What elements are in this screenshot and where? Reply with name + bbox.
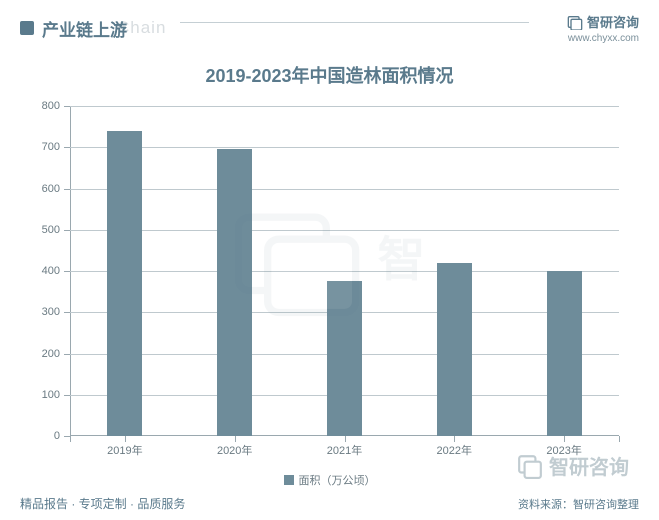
gridline (70, 230, 619, 231)
y-tick-label: 600 (42, 183, 60, 195)
y-tick-label: 700 (42, 141, 60, 153)
y-tick (64, 312, 70, 313)
x-tick (70, 436, 71, 442)
footer: 精品报告 · 专项定制 · 品质服务 资料来源：智研咨询整理 (20, 495, 639, 512)
logo-text: 智研咨询 (587, 12, 639, 31)
header-title: 产业链上游 (42, 16, 127, 41)
x-tick-label: 2019年 (107, 442, 142, 458)
gridline (70, 106, 619, 107)
bar (107, 131, 142, 436)
y-tick (64, 147, 70, 148)
chart-area: 01002003004005006007008002019年2020年2021年… (70, 106, 619, 436)
gridline (70, 189, 619, 190)
header-marker-icon (20, 21, 34, 35)
bar (217, 149, 252, 436)
footer-left: 精品报告 · 专项定制 · 品质服务 (20, 495, 185, 512)
header-left: 产业链上游 Chain (20, 16, 166, 41)
logo-icon (567, 14, 583, 30)
y-tick-label: 500 (42, 224, 60, 236)
y-tick-label: 300 (42, 306, 60, 318)
y-tick (64, 106, 70, 107)
chart-title: 2019-2023年中国造林面积情况 (0, 62, 659, 88)
x-tick-label: 2020年 (217, 442, 252, 458)
header-right: 智研咨询 www.chyxx.com (567, 12, 639, 44)
x-tick-label: 2021年 (327, 442, 362, 458)
y-tick (64, 354, 70, 355)
header-divider (180, 22, 529, 23)
header: 产业链上游 Chain 智研咨询 www.chyxx.com (0, 0, 659, 52)
x-tick-label: 2022年 (437, 442, 472, 458)
chart-container: 01002003004005006007008002019年2020年2021年… (30, 106, 629, 466)
bar (327, 281, 362, 436)
y-tick (64, 189, 70, 190)
footer-right: 资料来源：智研咨询整理 (518, 496, 639, 512)
legend-label: 面积（万公顷） (299, 472, 376, 488)
y-tick-label: 0 (54, 430, 60, 442)
gridline (70, 147, 619, 148)
watermark-big: 智研咨询 (517, 451, 629, 480)
y-tick-label: 200 (42, 348, 60, 360)
watermark-big-icon (517, 453, 543, 479)
y-tick-label: 400 (42, 265, 60, 277)
watermark-big-text: 智研咨询 (549, 451, 629, 480)
y-tick-label: 800 (42, 100, 60, 112)
y-tick (64, 271, 70, 272)
y-tick (64, 395, 70, 396)
bar (547, 271, 582, 436)
x-tick (619, 436, 620, 442)
y-tick-label: 100 (42, 389, 60, 401)
legend-box-icon (284, 475, 294, 485)
gridline (70, 271, 619, 272)
logo-url: www.chyxx.com (567, 33, 639, 44)
bar (437, 263, 472, 436)
y-tick (64, 230, 70, 231)
logo-row: 智研咨询 (567, 12, 639, 31)
